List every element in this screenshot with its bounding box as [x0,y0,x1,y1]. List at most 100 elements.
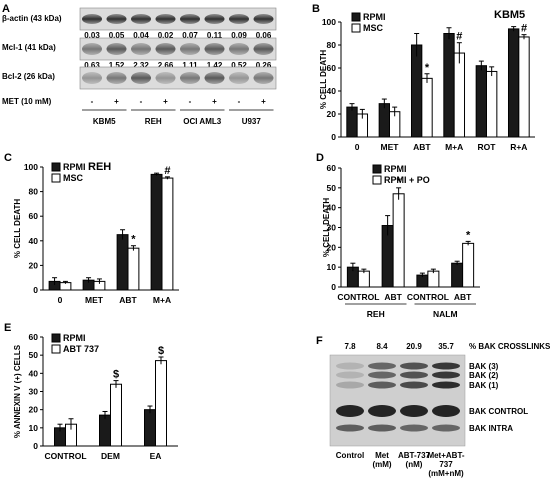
x-tick-label: CONTROL [407,292,449,302]
blot-band [204,72,225,84]
crosslink-value: 35.7 [438,342,454,351]
band-label: BAK (2) [469,371,499,380]
significance-mark: # [164,165,170,177]
crosslink-value: 20.9 [406,342,422,351]
significance-mark: * [425,62,430,74]
lane-label: 737 [439,460,453,469]
bak-band [432,405,460,417]
crosslink-values: 7.8 8.4 20.9 35.7 [344,342,454,351]
bar [116,234,129,291]
blot-band [155,43,176,55]
blot-band [82,43,102,55]
panel-d-chart: D 0 10 20 30 40 50 60 % CELL DEATH CONTROL ABT CONT… [316,152,480,319]
significance-mark: * [466,229,471,241]
bak-band [336,424,364,432]
bar [518,36,530,138]
bak-band [432,381,460,389]
y-tick-label: 40 [29,368,39,378]
significance-mark: # [521,23,527,35]
bak-band [400,424,428,432]
significance-mark: $ [113,369,119,381]
bar [155,360,167,447]
y-tick-label: 30 [29,387,39,397]
band-label: BAK (3) [469,362,499,371]
panel-e-chart: E 0 10 20 30 40 50 60 % ANNEXIN V (+) CELLS CONTR… [4,322,178,461]
panel-label: E [4,322,11,334]
x-tick-label: ABT [119,295,137,305]
bak-lane-labels: Control Met(mM) ABT-737(nM) Met+ABT-737(mM+… [336,451,465,478]
bar [346,106,358,138]
legend-label: RPMI [363,12,386,22]
bar [410,44,423,138]
x-tick-label: M+A [445,142,463,152]
bak-band [368,381,396,389]
significance-mark: $ [158,345,164,357]
lane-label: (nM) [406,460,423,469]
blot-band [131,72,151,84]
significance-mark: * [396,176,401,188]
legend-label: MSC [363,23,384,33]
legend-swatch [51,333,61,343]
lane-label: Met+ABT- [427,451,464,460]
quant-value: 0.52 [231,61,247,70]
y-tick-label: 10 [29,423,39,433]
bar [453,52,466,138]
cell-line-label: U937 [242,117,262,126]
x-tick-label: DEM [101,451,120,461]
legend-label: ABT 737 [63,344,99,354]
y-tick-label: 0 [331,132,336,142]
quant-value: 1.52 [109,61,125,70]
y-tick-label: 60 [29,211,39,221]
quant-value: 2.32 [133,61,149,70]
lane-label: (mM+nM) [428,469,464,478]
legend-label: RPMI + PO [384,175,430,185]
chart-title: KBM5 [494,9,525,21]
bar [486,70,498,138]
y-tick-label: 20 [29,260,39,270]
row-label-beta-actin: β-actin (43 kDa) [2,14,62,23]
band-label: BAK CONTROL [469,407,528,416]
y-tick-label: 0 [33,285,38,295]
row-label-bcl2: Bcl-2 (26 kDa) [2,72,55,81]
bands-bcl2 [82,72,274,84]
bar [110,383,122,447]
quant-value: 0.06 [256,31,272,40]
bar [150,173,163,291]
treatment-mark: + [114,97,119,106]
significance-mark: * [131,234,136,246]
bar [161,177,174,291]
treatment-mark: + [212,97,217,106]
blot-band [204,43,225,55]
y-tick-label: 40 [327,203,337,213]
group-label: NALM [433,309,458,319]
blot-band [180,72,200,84]
y-tick-label: 20 [29,405,39,415]
y-tick-label: 80 [327,40,337,50]
x-tick-label: CONTROL [44,451,86,461]
bar [378,103,390,138]
legend-label: RPMI [384,164,407,174]
panel-label-a: A [2,3,10,15]
y-axis-label: % CELL DEATH [319,50,328,109]
bak-band [400,362,428,370]
blot-strip-beta-actin [79,7,277,31]
blot-band [180,14,200,24]
bak-band [368,405,396,417]
y-tick-label: 100 [322,17,336,27]
blot-band [253,72,274,84]
lane-label: Control [336,451,364,460]
bar [392,193,405,288]
values-mcl1: 0.63 1.52 2.32 2.66 1.11 1.42 0.52 0.26 [84,61,272,70]
panel-b-chart: B 0 20 40 60 80 100 % CELL DEATH KBM5 0 MET ABT M+A R… [312,3,535,152]
bar [99,414,111,447]
blot-band [82,14,102,24]
bak-band [432,424,460,432]
blot-band [106,43,127,55]
legend-swatch [51,173,61,183]
y-tick-label: 30 [327,223,337,233]
y-tick-label: 20 [327,109,337,119]
panel-label: D [316,152,324,164]
cell-line-label: KBM5 [93,117,116,126]
quant-value: 0.09 [231,31,247,40]
